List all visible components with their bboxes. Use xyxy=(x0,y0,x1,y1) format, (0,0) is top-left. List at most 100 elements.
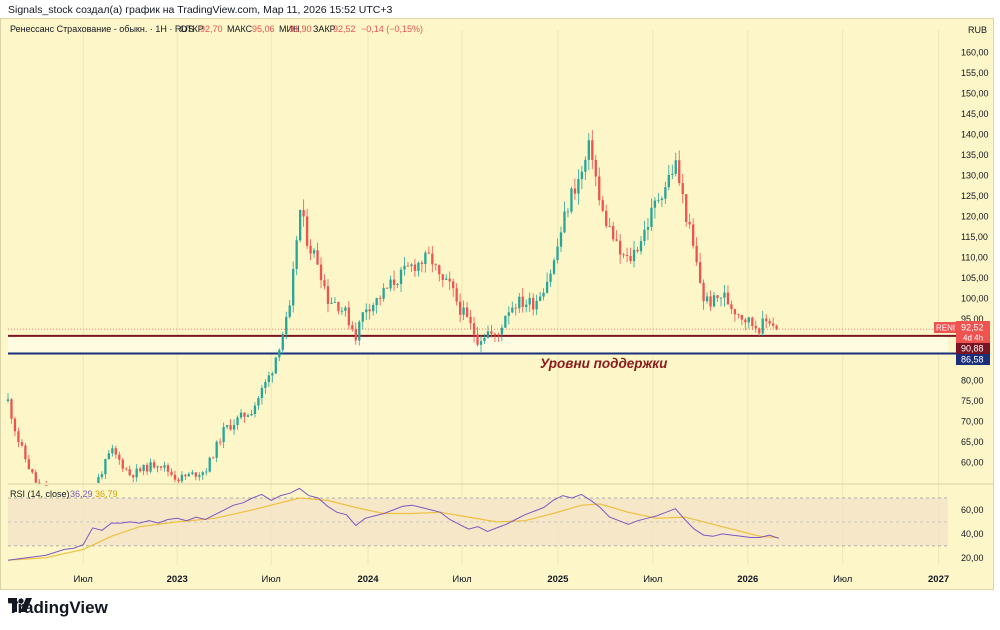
currency-label: RUB xyxy=(968,25,987,35)
candle-body xyxy=(580,171,584,180)
candle-body xyxy=(587,140,590,160)
candle-body xyxy=(246,415,250,417)
candle-body xyxy=(180,474,184,482)
candle-body xyxy=(45,485,48,486)
candle-body xyxy=(702,282,705,302)
upper-level-badge-bg xyxy=(956,343,990,354)
candle-body xyxy=(389,279,392,289)
candle-body xyxy=(438,265,441,275)
ticker-badge: RENI xyxy=(936,324,955,333)
candle-body xyxy=(500,327,504,335)
candle-body xyxy=(413,264,417,271)
candle-body xyxy=(347,307,350,326)
x-tick-label: 2023 xyxy=(167,574,188,585)
lower-level-badge: 86,58 xyxy=(961,355,984,365)
y-tick-label: 115,00 xyxy=(961,232,988,242)
candle-body xyxy=(378,297,382,299)
grid xyxy=(82,30,940,565)
y-tick-label: 160,00 xyxy=(961,47,989,57)
candle-body xyxy=(316,250,319,265)
candle-body xyxy=(239,412,243,418)
x-tick-label: Июл xyxy=(643,574,662,585)
candle-body xyxy=(323,280,326,287)
legend-open-label: ОТКР xyxy=(180,24,204,34)
candle-body xyxy=(385,287,389,289)
candle-body xyxy=(549,273,552,282)
candle-body xyxy=(744,319,747,323)
y-tick-label: 100,00 xyxy=(961,293,989,303)
candle-body xyxy=(559,232,563,247)
candle-body xyxy=(431,253,434,265)
candle-body xyxy=(139,468,142,472)
candle-body xyxy=(504,315,507,328)
candle-body xyxy=(678,160,681,184)
candle-body xyxy=(392,279,396,285)
tradingview-logo[interactable]: TradingView xyxy=(8,598,108,618)
rsi-line xyxy=(7,487,779,561)
candle-body xyxy=(333,301,337,303)
candle-body xyxy=(406,265,410,267)
candle-body xyxy=(111,448,114,454)
candle-body xyxy=(507,312,510,316)
candle-body xyxy=(476,334,479,345)
candle-body xyxy=(445,278,448,280)
candle-body xyxy=(650,207,653,227)
tradingview-icon xyxy=(8,598,32,612)
candle-body xyxy=(618,240,622,255)
candle-body xyxy=(465,307,469,317)
candle-body xyxy=(13,418,17,432)
candle-body xyxy=(271,373,274,376)
y-tick-label: 130,00 xyxy=(961,170,989,180)
candle-body xyxy=(584,159,587,172)
y-tick-label: 120,00 xyxy=(961,211,989,221)
candle-body xyxy=(671,173,674,175)
candle-body xyxy=(545,281,549,293)
candle-body xyxy=(219,441,222,443)
candle-body xyxy=(605,210,608,226)
y-tick-label: 60,00 xyxy=(961,457,984,467)
candle-body xyxy=(17,431,20,443)
y-tick-label: 95,00 xyxy=(961,314,984,324)
support-annotation: Уровни поддержки xyxy=(540,356,668,371)
candle-body xyxy=(34,472,37,483)
y-tick-label: 125,00 xyxy=(961,191,989,201)
candle-body xyxy=(709,296,712,307)
candle-body xyxy=(114,448,117,455)
candle-body xyxy=(733,309,737,315)
candle-body xyxy=(225,425,229,427)
legend-name: Ренессанс Страхование - обыкн. · 1Н · RU… xyxy=(10,24,194,34)
candle-body xyxy=(292,268,295,306)
y-tick-label: 145,00 xyxy=(961,109,989,119)
candle-body xyxy=(24,445,27,460)
candle-body xyxy=(615,239,618,241)
legend-close-label: ЗАКР xyxy=(313,24,336,34)
y-tick-label: 135,00 xyxy=(961,150,989,160)
candle-body xyxy=(250,414,253,416)
candle-body xyxy=(612,226,615,240)
candle-body xyxy=(601,200,604,211)
candle-body xyxy=(636,249,639,252)
candle-body xyxy=(740,314,744,320)
candle-body xyxy=(483,337,486,342)
candle-body xyxy=(243,412,246,417)
candle-body xyxy=(538,296,542,301)
rsi-ma-value: 36,79 xyxy=(95,489,118,499)
candle-body xyxy=(594,159,597,177)
candle-body xyxy=(253,405,257,415)
candle-body xyxy=(142,464,145,472)
candle-body xyxy=(730,304,733,310)
candle-body xyxy=(632,249,636,262)
price-badges: RENI 92,52 4d 4h 90,88 86,58 xyxy=(934,321,990,365)
candle-body xyxy=(521,296,524,307)
candle-body xyxy=(737,314,740,316)
candle-body xyxy=(100,474,104,478)
candle-body xyxy=(490,331,493,334)
candle-body xyxy=(469,316,472,324)
candle-body xyxy=(351,325,354,330)
candle-body xyxy=(382,287,385,299)
candle-body xyxy=(365,309,368,313)
candle-body xyxy=(716,295,719,299)
candle-body xyxy=(479,341,483,345)
x-tick-label: 2026 xyxy=(737,574,758,585)
